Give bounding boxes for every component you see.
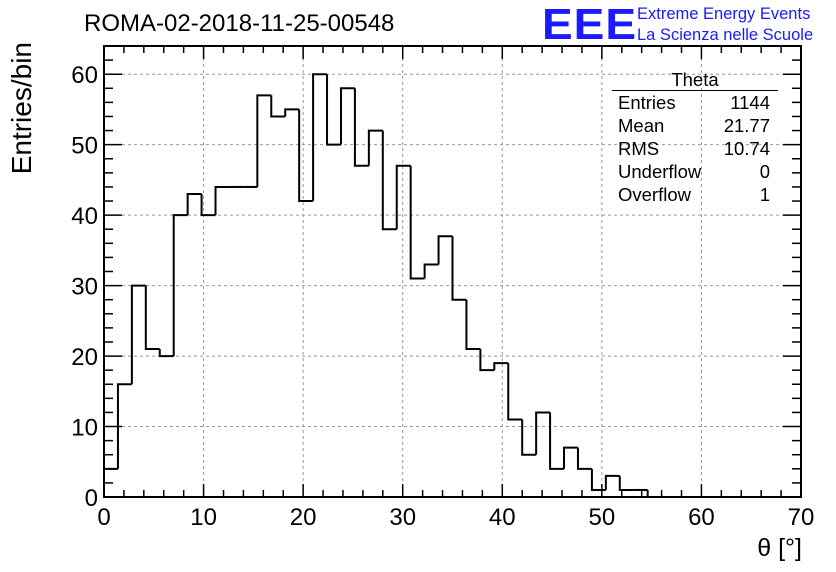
histogram-bin <box>130 284 146 385</box>
histogram-bin <box>618 475 634 491</box>
stats-value: 21.77 <box>723 115 770 136</box>
stats-row: Entries 1144 <box>610 91 778 114</box>
stats-value: 1144 <box>730 92 770 113</box>
y-tick-label: 40 <box>71 203 98 230</box>
histogram-bin <box>395 164 411 230</box>
stats-box: Theta Entries 1144 Mean 21.77 RMS 10.74 Underf… <box>610 70 778 206</box>
stats-row: Overflow 1 <box>610 183 778 206</box>
histogram-bin <box>186 192 202 216</box>
histogram-bin <box>214 185 230 216</box>
y-tick-label: 20 <box>71 344 98 371</box>
x-tick-label: 50 <box>589 504 616 531</box>
x-tick-label: 70 <box>788 504 815 531</box>
y-tick-label: 30 <box>71 274 98 301</box>
x-tick-label: 60 <box>688 504 715 531</box>
x-tick-labels: 0 10 20 30 40 50 60 70 <box>97 504 814 531</box>
stats-value: 0 <box>759 161 770 182</box>
stats-label: Mean <box>618 115 665 136</box>
stats-value: 1 <box>759 184 770 205</box>
eee-logo: EEE <box>542 0 638 49</box>
histogram-bin <box>270 95 286 118</box>
stats-label: RMS <box>618 138 660 159</box>
histogram-bin <box>256 94 272 187</box>
axis-ticks <box>103 45 802 498</box>
stats-value: 10.74 <box>723 138 770 159</box>
histogram-bin <box>437 235 453 265</box>
y-axis-label: Entries/bin <box>6 42 37 174</box>
x-tick-label: 30 <box>389 504 416 531</box>
y-tick-label: 10 <box>71 415 98 442</box>
histogram-bin <box>200 193 216 217</box>
run-title: ROMA-02-2018-11-25-00548 <box>84 10 395 37</box>
eee-logo-text: Extreme Energy Events La Scienza nelle S… <box>637 4 813 46</box>
histogram-bin <box>353 88 369 167</box>
histogram-bin <box>326 74 341 146</box>
x-tick-label: 40 <box>489 504 516 531</box>
stats-row: Mean 21.77 <box>610 114 778 137</box>
y-tick-label: 0 <box>85 485 98 512</box>
histogram-bin <box>158 349 174 358</box>
histogram-bin <box>479 349 495 372</box>
histogram-bin <box>604 474 620 490</box>
histogram-bin <box>549 412 565 470</box>
stats-label: Overflow <box>618 184 691 205</box>
histogram-bin <box>521 419 537 456</box>
histogram-bin <box>298 109 314 203</box>
stats-title: Theta <box>612 70 778 91</box>
histogram-bin <box>590 468 606 491</box>
histogram-bin <box>284 108 300 117</box>
y-tick-label: 50 <box>71 133 98 160</box>
x-tick-label: 20 <box>290 504 317 531</box>
stats-row: Underflow 0 <box>610 160 778 183</box>
x-axis-label: θ [°] <box>757 534 802 562</box>
histogram-bin <box>451 236 467 301</box>
histogram-bin <box>576 447 592 470</box>
histogram-bin <box>172 214 188 357</box>
logo-line-1: Extreme Energy Events <box>637 5 811 23</box>
x-tick-label: 0 <box>97 504 110 531</box>
x-tick-label: 10 <box>190 504 217 531</box>
stats-row: RMS 10.74 <box>610 137 778 160</box>
logo-line-2: La Scienza nelle Scuole <box>637 26 814 44</box>
stats-label: Entries <box>618 92 676 113</box>
y-tick-label: 60 <box>71 62 98 89</box>
stats-label: Underflow <box>618 161 702 182</box>
histogram-bin <box>465 299 481 351</box>
histogram-bin <box>563 446 578 469</box>
histogram-bin <box>423 263 439 279</box>
histogram-bin <box>339 87 355 145</box>
histogram-bin <box>367 129 383 166</box>
y-tick-labels: 0 10 20 30 40 50 60 <box>71 62 98 512</box>
histogram-bin <box>381 130 397 231</box>
histogram-bin <box>116 383 132 469</box>
histogram-bin <box>144 285 160 351</box>
histogram-bin <box>493 362 509 371</box>
histogram-bin <box>535 411 551 455</box>
histogram-bin <box>507 363 523 421</box>
histogram-bin <box>312 73 328 202</box>
histogram-bin <box>409 165 425 280</box>
